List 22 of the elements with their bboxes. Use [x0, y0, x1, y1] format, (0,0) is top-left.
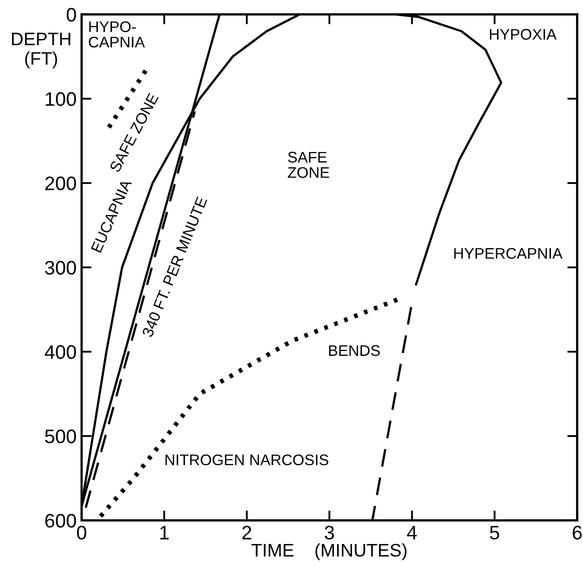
- y-tick-label: 600: [45, 514, 76, 528]
- y-tick-label: 300: [45, 260, 76, 275]
- y-tick-label: 400: [44, 345, 76, 359]
- y-axis-title: DEPTH (FT): [12, 32, 70, 68]
- y-tick-label: 100: [46, 92, 76, 106]
- annotation: HYPO- CAPNIA: [88, 21, 145, 48]
- annotation: HYPERCAPNIA: [454, 248, 563, 259]
- x-tick-label: 5: [490, 526, 500, 540]
- annotation: HYPOXIA: [490, 28, 557, 40]
- x-tick-label: 1: [160, 526, 169, 540]
- x-tick-label: 3: [324, 526, 334, 540]
- x-tick-label: 4: [407, 526, 417, 540]
- annotation: BENDS: [329, 345, 380, 356]
- x-tick-label: 2: [242, 526, 252, 540]
- y-tick-label: 0: [66, 8, 76, 22]
- x-tick-label: 0: [76, 526, 86, 540]
- y-tick-label: 500: [45, 430, 76, 444]
- annotation: SAFE ZONE: [288, 152, 330, 178]
- x-axis-title: TIME (MINUTES): [252, 543, 407, 560]
- annotation: NITROGEN NARCOSIS: [166, 454, 328, 466]
- y-tick-label: 200: [45, 176, 76, 190]
- x-tick-label: 6: [572, 526, 582, 540]
